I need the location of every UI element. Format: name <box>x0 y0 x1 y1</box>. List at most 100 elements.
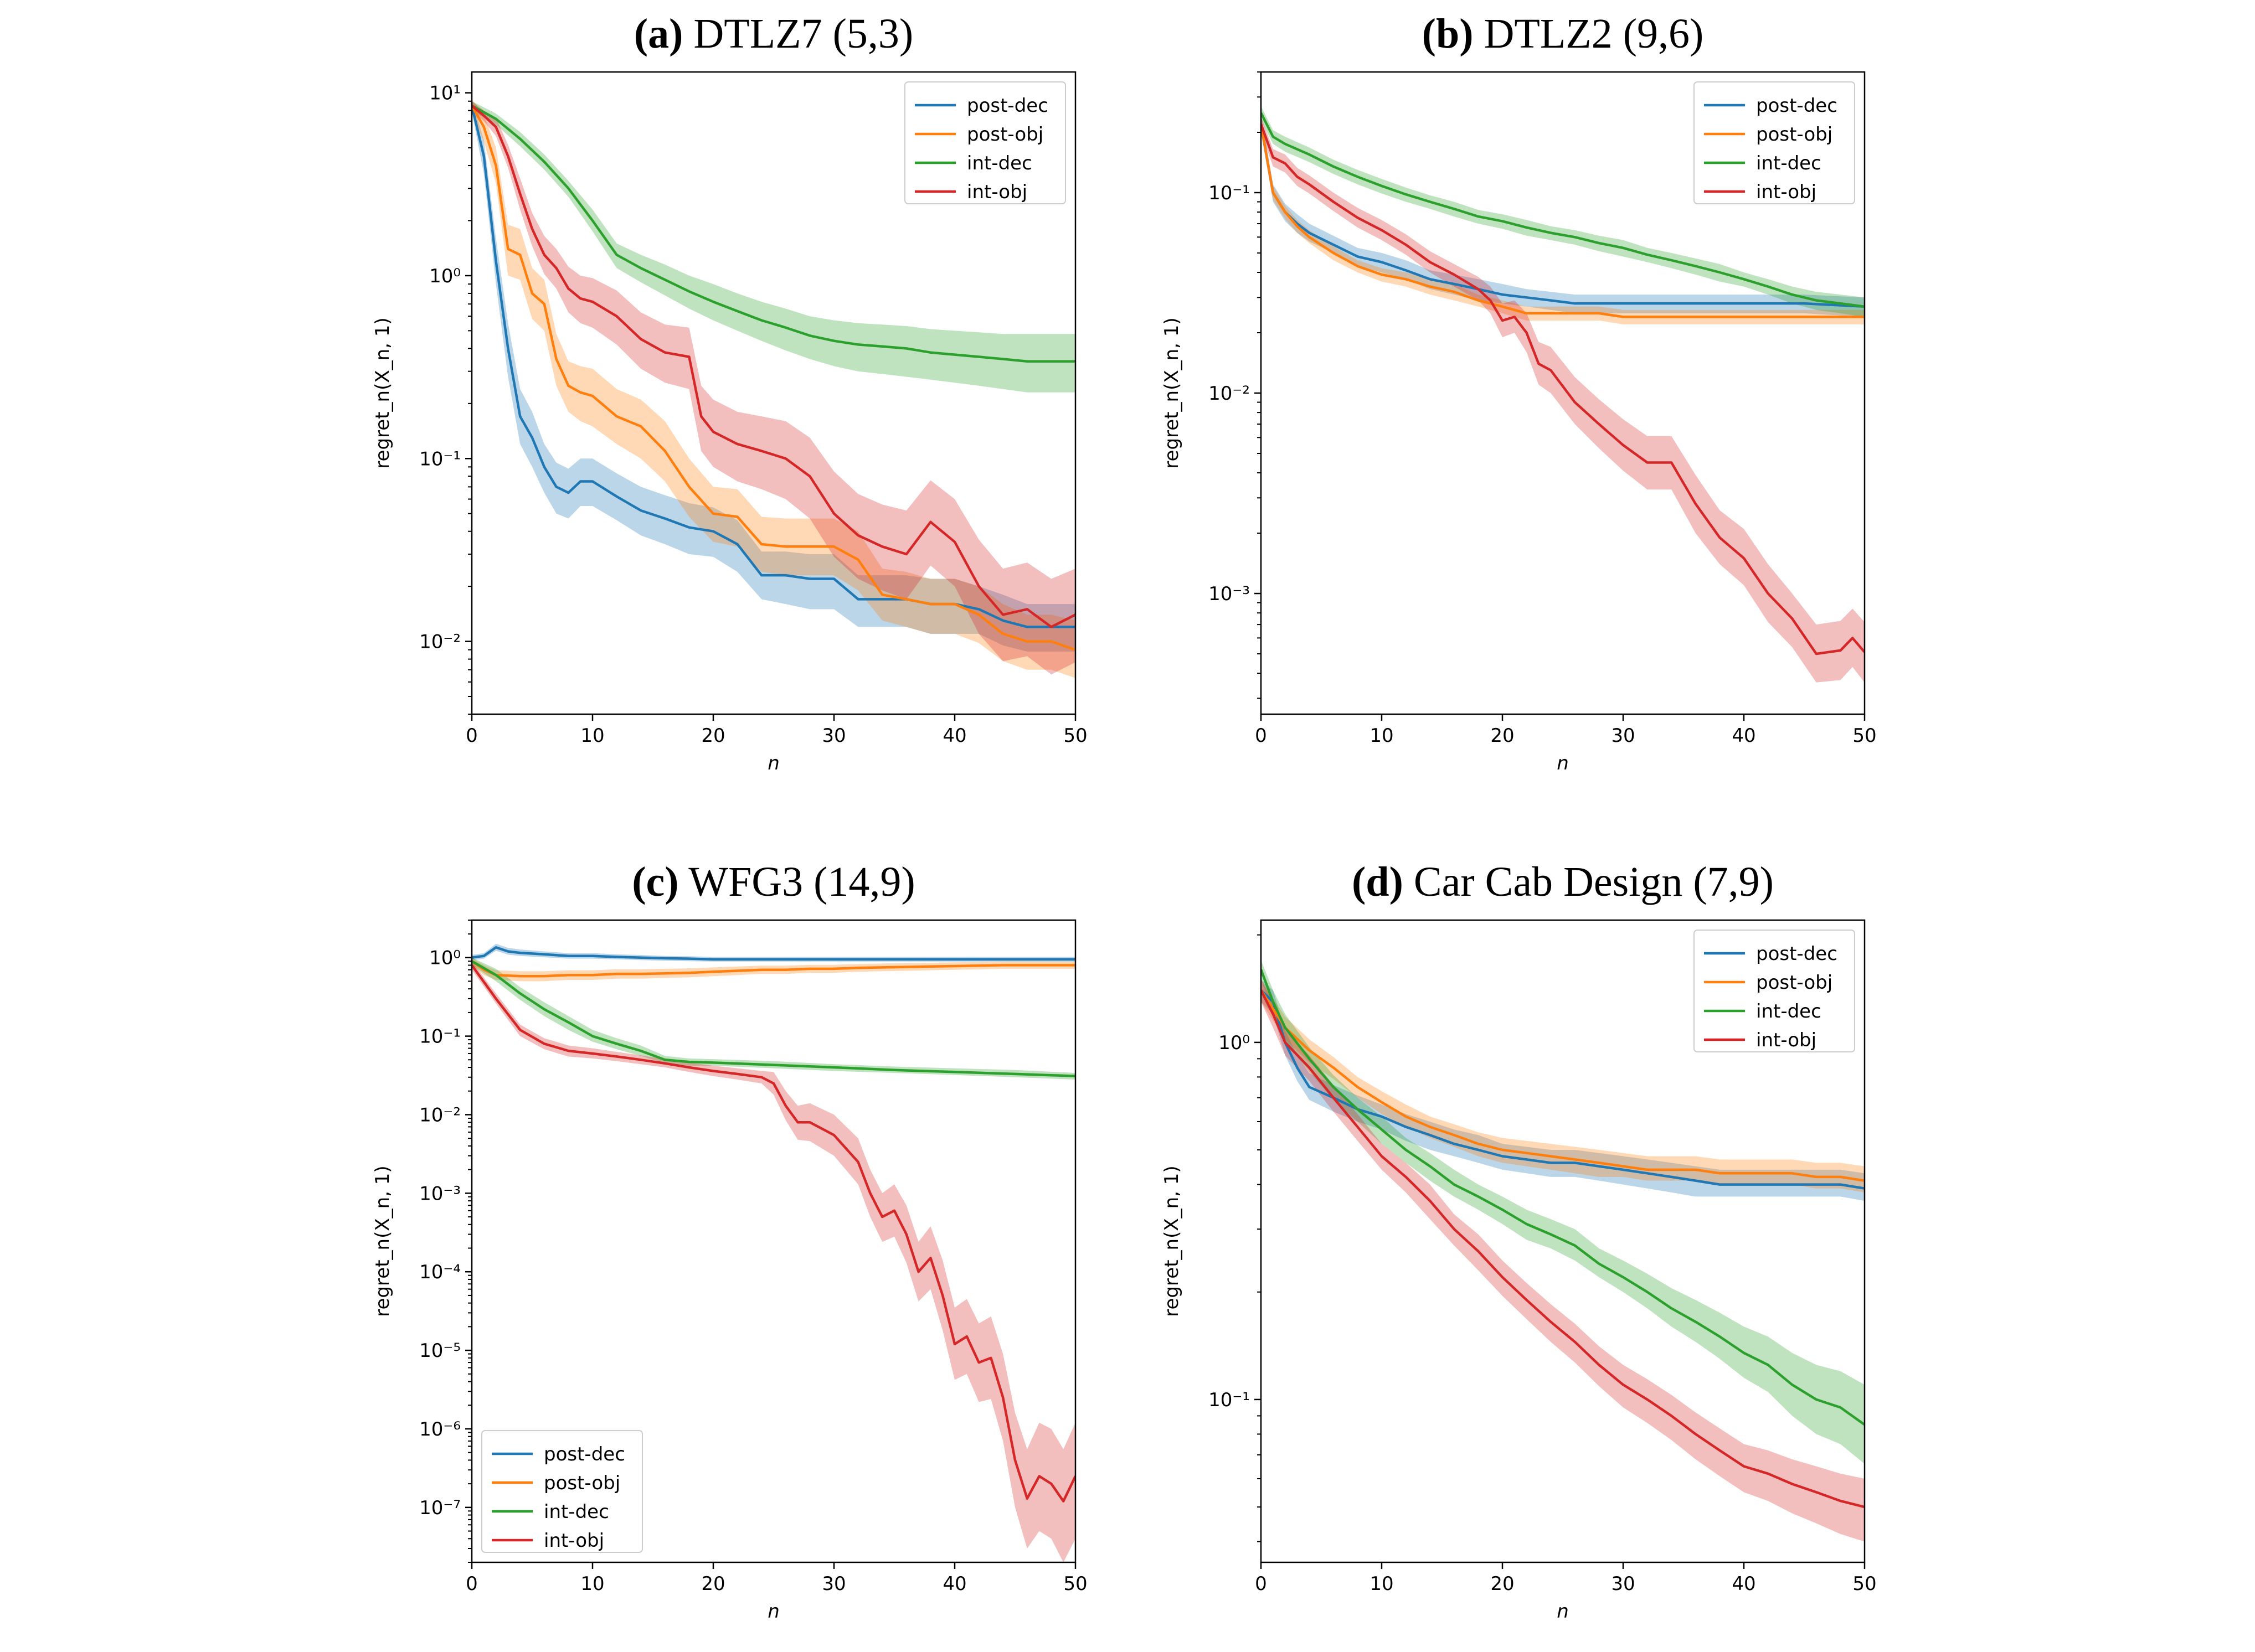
x-axis-label: n <box>1557 1601 1569 1623</box>
x-tick-label: 0 <box>1255 1573 1267 1595</box>
x-tick-label: 50 <box>1852 1573 1876 1595</box>
series-line-post-dec <box>472 946 1075 961</box>
x-tick-label: 20 <box>1490 1573 1514 1595</box>
chart-panel-2: (c) WFG3 (14,9) 0 10 20 30 40 50 10⁻⁷ 10⁻⁶ 10⁻⁵ 10… <box>372 859 1088 1623</box>
plot-area <box>472 99 1075 678</box>
series-band-post-obj <box>1261 979 1865 1192</box>
legend-label-post-obj: post-obj <box>1756 123 1832 146</box>
y-tick-label: 10⁰ <box>429 265 461 287</box>
x-tick-label: 10 <box>1370 1573 1393 1595</box>
series-band-int-obj <box>472 961 1075 1562</box>
y-axis-label: regret_n(X_n, 1) <box>1161 1165 1183 1317</box>
plot-area <box>1261 960 1865 1542</box>
series-line-post-obj <box>1261 989 1865 1182</box>
series-line-int-obj <box>1261 123 1865 655</box>
series-line-int-obj <box>472 964 1075 1503</box>
x-tick-label: 40 <box>943 1573 966 1595</box>
series-band-int-dec <box>472 957 1075 1080</box>
series-line-post-dec <box>1261 123 1865 308</box>
chart-title-text: Car Cab Design (7,9) <box>1403 859 1774 905</box>
legend-label-post-obj: post-obj <box>544 1472 620 1494</box>
x-tick-label: 50 <box>1852 725 1876 747</box>
chart-title-label: (d) <box>1352 859 1403 905</box>
legend: post-dec post-obj int-dec int-obj <box>904 81 1066 204</box>
chart-title-label: (c) <box>632 859 678 905</box>
series-band-int-dec <box>472 101 1075 393</box>
y-tick-label: 10⁻¹ <box>419 448 461 470</box>
y-tick-label: 10⁻⁴ <box>419 1261 461 1283</box>
legend-label-int-obj: int-obj <box>544 1530 604 1552</box>
legend-label-int-dec: int-dec <box>1756 152 1821 174</box>
series-line-int-dec <box>472 104 1075 363</box>
y-tick-label: 10⁻⁵ <box>419 1340 461 1362</box>
y-tick-label: 10⁰ <box>429 947 461 969</box>
y-tick-label: 10⁻² <box>1208 383 1250 405</box>
series-line-post-obj <box>472 105 1075 651</box>
x-tick-label: 50 <box>1063 1573 1087 1595</box>
legend-label-post-dec: post-dec <box>967 95 1048 117</box>
legend-label-int-dec: int-dec <box>967 152 1032 174</box>
legend-label-post-obj: post-obj <box>967 123 1043 146</box>
chart-title-text: DTLZ7 (5,3) <box>683 11 913 57</box>
x-tick-label: 30 <box>1611 1573 1635 1595</box>
series-line-post-dec <box>1261 989 1865 1190</box>
chart-title-label: (a) <box>634 11 683 57</box>
series-band-int-obj <box>1261 116 1865 683</box>
y-tick-label: 10¹ <box>429 82 461 105</box>
y-axis-label: regret_n(X_n, 1) <box>1161 317 1183 468</box>
series-line-int-dec <box>472 960 1075 1077</box>
x-tick-label: 20 <box>701 725 725 747</box>
y-tick-label: 10⁻³ <box>1208 583 1250 605</box>
series-line-post-obj <box>1261 123 1865 318</box>
x-tick-label: 20 <box>1490 725 1514 747</box>
chart-panel-0: (a) DTLZ7 (5,3) 0 10 20 30 40 50 10⁻² 10⁻¹ 10⁰ 10¹… <box>372 11 1088 775</box>
series-band-post-dec <box>1261 112 1865 317</box>
x-tick-label: 0 <box>466 725 478 747</box>
legend-box <box>481 1430 643 1553</box>
x-tick-label: 50 <box>1063 725 1087 747</box>
series-band-post-obj <box>472 99 1075 678</box>
series-band-int-dec <box>1261 960 1865 1464</box>
series-band-post-dec <box>1261 979 1865 1201</box>
axes-frame <box>1260 919 1866 1563</box>
x-tick-label: 10 <box>1370 725 1393 747</box>
y-tick-label: 10⁰ <box>1218 1032 1250 1054</box>
x-tick-label: 20 <box>701 1573 725 1595</box>
y-tick-label: 10⁻¹ <box>419 1026 461 1048</box>
y-tick-label: 10⁻² <box>419 1104 461 1126</box>
legend-box <box>1693 930 1855 1052</box>
x-tick-label: 0 <box>466 1573 478 1595</box>
legend-label-int-obj: int-obj <box>1756 1029 1816 1051</box>
series-line-int-dec <box>1261 969 1865 1426</box>
chart-title-text: DTLZ2 (9,6) <box>1474 11 1704 57</box>
chart-panel-3: (d) Car Cab Design (7,9) 0 10 20 30 40 50 10⁻¹ 1… <box>1161 859 1877 1623</box>
legend-label-int-dec: int-dec <box>544 1501 609 1523</box>
axes-frame <box>471 71 1077 715</box>
series-line-int-obj <box>472 105 1075 628</box>
series-line-post-obj <box>472 960 1075 978</box>
series-line-int-obj <box>1261 989 1865 1509</box>
legend-box <box>904 81 1066 204</box>
axes-frame <box>471 919 1077 1563</box>
x-tick-label: 40 <box>1732 1573 1755 1595</box>
y-tick-label: 10⁻⁶ <box>419 1418 461 1441</box>
plot-area <box>472 943 1075 1562</box>
legend-label-post-dec: post-dec <box>544 1443 625 1465</box>
legend-label-post-dec: post-dec <box>1756 943 1837 965</box>
chart-title: (c) WFG3 (14,9) <box>632 859 915 905</box>
chart-title: (b) DTLZ2 (9,6) <box>1422 11 1704 57</box>
legend-label-post-obj: post-obj <box>1756 972 1832 994</box>
x-axis-label: n <box>768 752 780 775</box>
y-tick-label: 10⁻¹ <box>1208 1389 1250 1411</box>
x-tick-label: 10 <box>580 725 604 747</box>
plot-area <box>1261 106 1865 683</box>
series-band-int-obj <box>1261 979 1865 1542</box>
legend-label-int-obj: int-obj <box>1756 181 1816 203</box>
y-axis-label: regret_n(X_n, 1) <box>372 317 394 468</box>
x-axis-label: n <box>768 1601 780 1623</box>
x-tick-label: 40 <box>943 725 966 747</box>
legend: post-dec post-obj int-dec int-obj <box>481 1430 643 1553</box>
chart-title-text: WFG3 (14,9) <box>679 859 915 905</box>
y-tick-label: 10⁻² <box>419 631 461 653</box>
x-tick-label: 40 <box>1732 725 1755 747</box>
